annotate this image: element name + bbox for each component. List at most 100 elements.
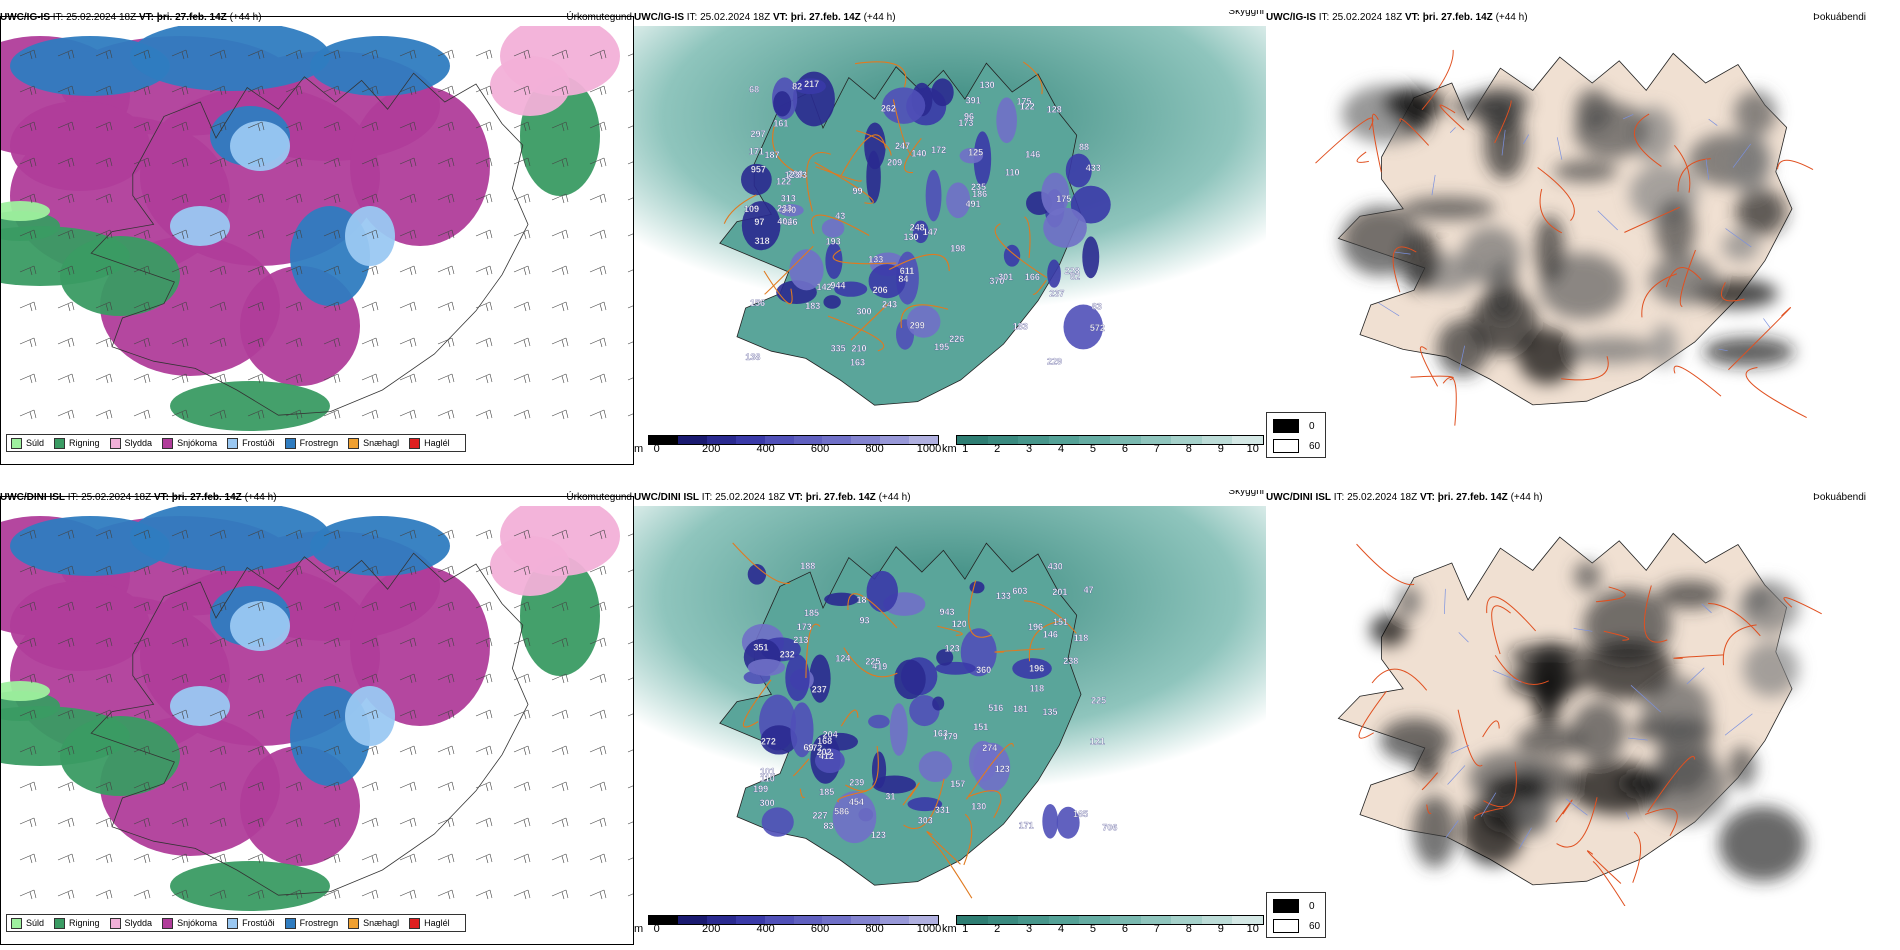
init-label: IT: xyxy=(52,12,64,23)
visibility-map[interactable]: 454 225 300 419 351 586 603 201 225 196 196 151 135 1… xyxy=(634,506,1266,904)
cloud-base-label: 226 xyxy=(949,334,964,344)
model-name: UWC/IG-IS xyxy=(0,12,50,23)
cloud-base-label: 163 xyxy=(933,728,948,738)
cloud-base-label: 172 xyxy=(931,145,946,155)
cloud-base-label: 516 xyxy=(988,703,1003,713)
legend-label: Rigning xyxy=(69,438,100,448)
scale-tick: 800 xyxy=(865,443,884,455)
model-name: UWC/DINI ISL xyxy=(634,492,699,503)
cloud-base-label: 146 xyxy=(1025,150,1040,160)
ptype-map[interactable] xyxy=(0,26,634,452)
cloud-base-label: 491 xyxy=(965,199,980,209)
cloud-base-label: 165 xyxy=(1073,809,1088,819)
cloud-base-label: 186 xyxy=(972,189,987,199)
cloud-base-label: 225 xyxy=(1091,696,1106,706)
cloud-base-label: 175 xyxy=(1017,97,1032,107)
cloud-base-label: 142 xyxy=(817,282,832,292)
scale-tick: 800 xyxy=(865,923,884,935)
cloud-base-label: 193 xyxy=(826,236,841,246)
cloud-base-label: 133 xyxy=(868,255,883,265)
panel-title: Þokuábendi xyxy=(1813,12,1866,23)
valid-label: VT: xyxy=(772,12,788,23)
cloud-base-label: 611 xyxy=(900,266,915,276)
cloud-base-label: 290 xyxy=(788,169,803,179)
cloud-base-label: 157 xyxy=(950,779,965,789)
ptype-map[interactable] xyxy=(0,506,634,932)
cloud-base-label: 122 xyxy=(776,177,791,187)
cloud-base-label: 151 xyxy=(973,722,988,732)
init-time: 25.02.2024 18Z xyxy=(715,492,786,503)
fog-legend-item: 60 xyxy=(1273,439,1320,453)
cloud-base-label: 93 xyxy=(859,616,869,626)
legend-swatch xyxy=(162,917,174,929)
visibility-map[interactable]: 611 572 217 229 237 226 957 391 235 210 173 370 171 2… xyxy=(634,26,1266,424)
cloud-base-label: 82 xyxy=(1070,271,1080,281)
cloud-base-label: 391 xyxy=(966,96,981,106)
cloud-base-label: 188 xyxy=(800,561,815,571)
cloud-base-label: 239 xyxy=(849,778,864,788)
panel-title: Skyggni xyxy=(1228,10,1264,17)
scale-unit: km xyxy=(942,443,957,455)
init-label: IT: xyxy=(686,12,698,23)
fog-map[interactable] xyxy=(1266,26,1900,426)
cloud-base-label: 128 xyxy=(1047,104,1062,114)
cloud-base-label: 248 xyxy=(910,223,925,233)
legend-swatch xyxy=(348,437,360,449)
scale-tick: 1 xyxy=(962,923,969,935)
cloud-base-label: 123 xyxy=(945,643,960,653)
valid-time: þri. 27.feb. 14Z xyxy=(156,12,227,23)
cloud-base-label: 228 xyxy=(1065,266,1080,276)
init-time: 25.02.2024 18Z xyxy=(700,12,771,23)
visibility-panel-row2: UWC/DINI ISL IT: 25.02.2024 18Z VT: þri.… xyxy=(634,490,1266,945)
cloud-base-label: 118 xyxy=(1030,683,1045,693)
legend-label: Frostregn xyxy=(299,918,339,928)
cloud-base-label: 299 xyxy=(910,320,925,330)
cloud-base-label: 313 xyxy=(781,194,796,204)
cloud-base-label: 360 xyxy=(976,665,991,675)
scale-tick: 4 xyxy=(1057,923,1065,935)
panel-header: UWC/DINI ISL IT: 25.02.2024 18Z VT: þri.… xyxy=(1266,490,1900,506)
legend-label: Rigning xyxy=(69,918,100,928)
cloud-base-label: 118 xyxy=(1074,633,1089,643)
ptype-legend: Súld Rigning Slydda Snjókoma Frostúði Frostre… xyxy=(6,914,466,932)
scale-tick: 7 xyxy=(1153,443,1160,455)
legend-label: Súld xyxy=(26,918,45,928)
legend-swatch xyxy=(348,917,360,929)
scale-unit: km xyxy=(942,923,957,935)
cloud-base-label: 161 xyxy=(773,118,788,128)
cloud-base-label: 47 xyxy=(1083,585,1093,595)
legend-item: Rigning xyxy=(54,437,100,449)
fog-map[interactable] xyxy=(1266,506,1900,906)
fog-legend-label: 0 xyxy=(1309,900,1315,912)
legend-item: Rigning xyxy=(54,917,100,929)
cloud-base-label: 130 xyxy=(980,80,995,90)
cloud-base-label: 586 xyxy=(834,806,849,816)
cloud-base-label: 168 xyxy=(817,736,832,746)
cloud-base-label: 202 xyxy=(817,747,832,757)
cloud-base-label: 201 xyxy=(1052,587,1067,597)
cloud-base-label: 124 xyxy=(835,654,850,664)
fog-legend: 0 60 xyxy=(1266,892,1326,938)
fog-legend-item: 0 xyxy=(1273,419,1315,433)
cloud-base-label: 88 xyxy=(1079,142,1089,152)
cloud-base-label: 199 xyxy=(753,784,768,794)
cloud-base-label: 135 xyxy=(1042,707,1057,717)
lead-time: (+44 h) xyxy=(1495,12,1528,23)
cloud-base-label: 171 xyxy=(1019,821,1034,831)
legend-label: Snjókoma xyxy=(177,918,218,928)
cloud-base-label: 301 xyxy=(998,272,1013,282)
panel-header: UWC/DINI ISL IT: 25.02.2024 18Z VT: þri.… xyxy=(634,490,1266,506)
cloud-base-label: 121 xyxy=(1090,737,1105,747)
cloud-base-label: 433 xyxy=(1086,163,1101,173)
cloud-base-label: 185 xyxy=(819,787,834,797)
ptype-legend: Súld Rigning Slydda Snjókoma Frostúði Frostre… xyxy=(6,434,466,452)
legend-label: Frostregn xyxy=(299,438,339,448)
valid-label: VT: xyxy=(1419,492,1435,503)
fog-legend-swatch xyxy=(1273,419,1299,433)
init-label: IT: xyxy=(1318,12,1330,23)
panel-header: UWC/IG-IS IT: 25.02.2024 18Z VT: þri. 27… xyxy=(634,10,1266,26)
cloud-base-label: 412 xyxy=(819,751,834,761)
cloud-base-label: 83 xyxy=(1092,302,1102,312)
legend-item: Súld xyxy=(11,437,44,449)
scale-tick: 2 xyxy=(994,443,1001,455)
